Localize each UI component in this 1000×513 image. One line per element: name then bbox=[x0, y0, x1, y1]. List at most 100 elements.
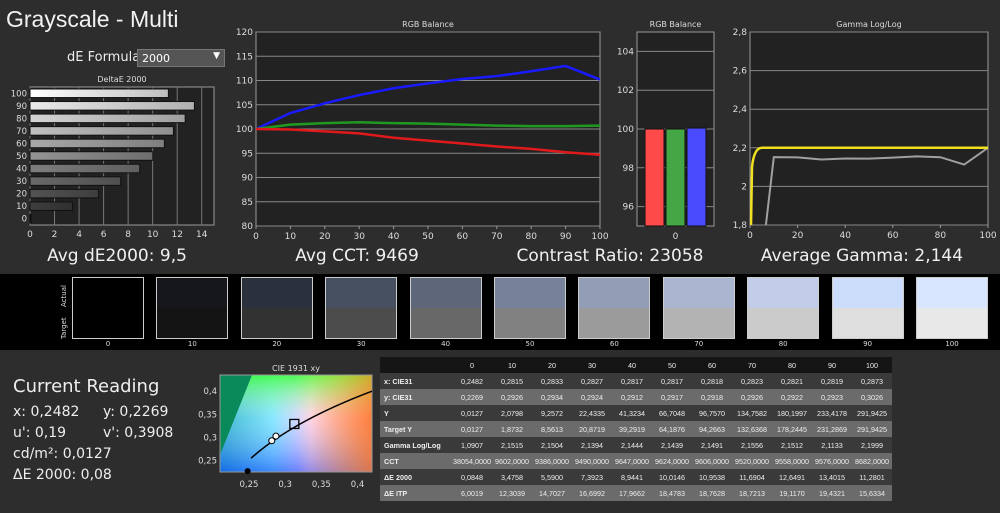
table-cell: 0,2818 bbox=[692, 373, 732, 389]
table-row: ΔE 2000 0,0848 3,4758 5,5900 7,3923 8,9441 10,… bbox=[380, 469, 892, 485]
table-cell: 38054,0000 bbox=[452, 453, 492, 469]
chevron-down-icon: ▼ bbox=[213, 51, 220, 61]
deltae-bar bbox=[29, 176, 122, 186]
table-cell: 11,2801 bbox=[852, 469, 892, 485]
table-cell: 1,0907 bbox=[452, 437, 492, 453]
x-tick-label: 0 bbox=[27, 230, 33, 240]
planckian-locus bbox=[250, 390, 373, 459]
bar-green bbox=[665, 128, 686, 227]
deltae-bar bbox=[29, 188, 100, 199]
y-tick-label: 0,4 bbox=[203, 387, 217, 397]
swatch-label: 40 bbox=[441, 340, 451, 348]
rgb-balance-line-chart: RGB Balance 80 85 90 95 100 105 110 115 120 0 10 20 3… bbox=[236, 20, 609, 242]
y-tick-label: 90 bbox=[16, 102, 27, 112]
avg-de-summary: Avg dE2000: 9,5 bbox=[47, 246, 187, 266]
x-tick-label: 0,25 bbox=[239, 480, 258, 490]
grayscale-swatch bbox=[916, 277, 988, 339]
table-cell: 18,7213 bbox=[732, 485, 772, 501]
x-tick-label: 40 bbox=[388, 232, 400, 242]
table-cell: 0,2926 bbox=[732, 389, 772, 405]
target-color bbox=[748, 308, 819, 338]
table-cell: 9490,0000 bbox=[572, 453, 612, 469]
x-tick-label: 2 bbox=[52, 230, 58, 240]
y-tick-label: 100 bbox=[236, 125, 253, 135]
table-cell: 2,1133 bbox=[812, 437, 852, 453]
table-cell: 291,9425 bbox=[852, 421, 892, 437]
target-row-label: Target bbox=[60, 317, 68, 339]
plot-area bbox=[219, 374, 373, 473]
table-cell: 14,7027 bbox=[532, 485, 572, 501]
reading-v: v': 0,3908 bbox=[103, 425, 174, 441]
table-cell: 19,1170 bbox=[772, 485, 812, 501]
header-cell: 90 bbox=[812, 357, 852, 373]
table-cell: 0,3026 bbox=[852, 389, 892, 405]
x-tick-label: 14 bbox=[196, 230, 208, 240]
table-cell: 9386,0000 bbox=[532, 453, 572, 469]
x-tick-label: 60 bbox=[887, 231, 899, 241]
x-tick-label: 0,3 bbox=[278, 480, 292, 490]
swatch-label: 10 bbox=[187, 340, 197, 348]
x-tick-label: 100 bbox=[979, 231, 996, 241]
table-cell: 96,7570 bbox=[692, 405, 732, 421]
table-cell: 2,1394 bbox=[572, 437, 612, 453]
y-tick-label: 0 bbox=[22, 215, 27, 225]
avg-cct-summary: Avg CCT: 9469 bbox=[295, 246, 419, 266]
row-label: CCT bbox=[380, 453, 452, 469]
actual-color bbox=[495, 278, 565, 308]
y-tick-label: 0,25 bbox=[198, 456, 217, 466]
y-tick-label: 80 bbox=[16, 114, 27, 124]
table-cell: 12,3039 bbox=[492, 485, 532, 501]
actual-color bbox=[157, 278, 228, 308]
table-row: x: CIE31 0,2482 0,2815 0,2833 0,2827 0,2817 0,… bbox=[380, 373, 892, 389]
swatch-label: 100 bbox=[945, 340, 959, 348]
deltae-bar bbox=[29, 126, 174, 136]
y-tick-label: 2,4 bbox=[733, 105, 748, 115]
row-label: y: CIE31 bbox=[380, 389, 452, 405]
target-color bbox=[832, 308, 903, 338]
series-line-measured bbox=[764, 147, 988, 225]
measurement-table: 0 10 20 30 40 50 60 70 80 90 100 x: CIE31 0,2482 0,28… bbox=[380, 357, 892, 501]
contrast-summary: Contrast Ratio: 23058 bbox=[516, 246, 704, 266]
deltae-bar bbox=[29, 138, 165, 149]
table-cell: 8,9441 bbox=[612, 469, 652, 485]
table-cell: 2,1504 bbox=[532, 437, 572, 453]
y-tick-label: 104 bbox=[617, 47, 634, 57]
target-color bbox=[917, 308, 987, 338]
table-cell: 19,4321 bbox=[812, 485, 852, 501]
gamma-chart: Gamma Log/Log 1,8 2 2,2 2,4 2,6 2,8 0 20 40 60 80 10… bbox=[733, 20, 997, 241]
table-cell: 132,6368 bbox=[732, 421, 772, 437]
table-cell: 2,1444 bbox=[612, 437, 652, 453]
table-row: y: CIE31 0,2269 0,2926 0,2934 0,2924 0,2912 0,… bbox=[380, 389, 892, 405]
target-color bbox=[241, 308, 312, 338]
table-cell: 94,2663 bbox=[692, 421, 732, 437]
y-tick-label: 102 bbox=[617, 86, 634, 96]
grayscale-swatch bbox=[494, 277, 566, 339]
table-cell: 66,7048 bbox=[652, 405, 692, 421]
table-cell: 17,9662 bbox=[612, 485, 652, 501]
x-tick-label: 0 bbox=[253, 232, 259, 242]
table-cell: 0,2823 bbox=[732, 373, 772, 389]
x-tick-label: 80 bbox=[935, 231, 947, 241]
x-tick-label: 6 bbox=[101, 230, 107, 240]
measured-point bbox=[272, 432, 280, 440]
y-tick-label: 1,8 bbox=[733, 221, 748, 231]
page-title: Grayscale - Multi bbox=[6, 6, 179, 32]
reading-u: u': 0,19 bbox=[13, 425, 67, 441]
table-cell: 0,0127 bbox=[452, 405, 492, 421]
bar-red bbox=[644, 128, 665, 227]
actual-row-label: Actual bbox=[60, 285, 68, 307]
cie-chart: CIE 1931 xy 0,25 0,3 0,35 0,4 0,25 0,3 0,35 0,4 bbox=[198, 364, 373, 490]
deltae-bar bbox=[29, 88, 169, 99]
deltae-bar bbox=[29, 201, 74, 211]
swatch-label: 50 bbox=[525, 340, 535, 348]
table-cell: 233,4178 bbox=[812, 405, 852, 421]
table-cell: 2,1491 bbox=[692, 437, 732, 453]
de-formula-select[interactable]: 2000 ▼ bbox=[137, 49, 225, 67]
header-cell: 20 bbox=[532, 357, 572, 373]
table-cell: 9576,0000 bbox=[812, 453, 852, 469]
deltae-bar bbox=[29, 113, 186, 124]
table-cell: 2,1512 bbox=[772, 437, 812, 453]
grayscale-swatch bbox=[409, 277, 482, 339]
swatch-label: 60 bbox=[609, 340, 619, 348]
x-tick-label: 20 bbox=[792, 231, 804, 241]
